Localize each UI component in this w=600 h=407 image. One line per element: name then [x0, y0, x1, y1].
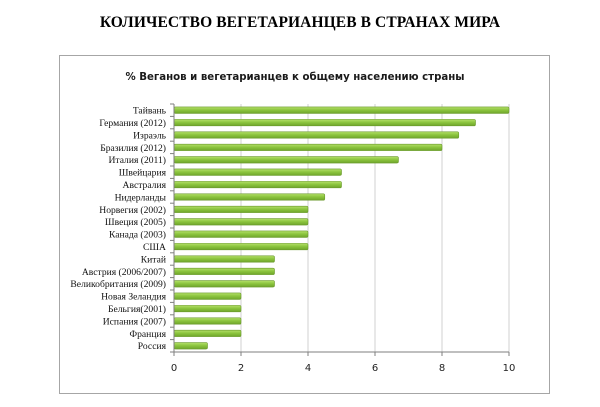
category-label: Бразилия (2012)	[100, 143, 166, 154]
category-label: Испания (2007)	[103, 316, 166, 327]
category-label: Нидерланды	[115, 192, 167, 203]
category-label: Бельгия(2001)	[108, 304, 166, 315]
category-label: Франция	[130, 329, 167, 340]
bar	[173, 143, 443, 151]
bar	[173, 230, 309, 238]
bar	[173, 280, 275, 288]
bar	[173, 181, 342, 189]
bar	[173, 255, 275, 263]
bar	[173, 243, 309, 251]
axes	[170, 103, 510, 356]
category-label: Китай	[141, 254, 166, 265]
category-label: Австрия (2006/2007)	[82, 267, 166, 278]
bar	[173, 205, 309, 213]
category-label: Великобритания (2009)	[70, 279, 166, 290]
bar	[173, 131, 460, 139]
category-label: Новая Зеландия	[101, 292, 166, 303]
bar	[173, 305, 242, 313]
x-tick-label: 4	[305, 363, 311, 374]
gridlines	[240, 104, 510, 352]
category-label: Норвегия (2002)	[99, 205, 166, 216]
category-label: Германия (2012)	[99, 118, 166, 129]
category-label: Израэль	[133, 130, 167, 141]
bars	[173, 106, 510, 350]
x-tick-label: 6	[372, 363, 378, 374]
category-label: Россия	[138, 341, 167, 352]
x-tick-label: 2	[238, 363, 244, 374]
bar	[173, 106, 510, 114]
bar	[173, 156, 399, 164]
bar	[173, 342, 208, 350]
category-label: Австралия	[123, 180, 167, 191]
bar	[173, 292, 242, 300]
x-tick-label: 0	[171, 363, 177, 374]
category-label: Канада (2003)	[109, 230, 166, 241]
bar	[173, 193, 326, 201]
bar	[173, 218, 309, 226]
x-tick-labels: 0 2 4 6 8 10	[171, 363, 516, 374]
bar	[173, 267, 275, 275]
category-label: США	[143, 242, 166, 253]
category-label: Швеция (2005)	[105, 217, 166, 228]
bar	[173, 168, 342, 176]
chart-title: % Веганов и вегетарианцев к общему насел…	[126, 71, 465, 83]
page-title: КОЛИЧЕСТВО ВЕГЕТАРИАНЦЕВ В СТРАНАХ МИРА	[99, 14, 501, 31]
bar	[173, 317, 242, 325]
bar	[173, 119, 476, 127]
x-tick-label: 8	[439, 363, 445, 374]
category-label: Тайвань	[133, 106, 167, 117]
x-tick-label: 10	[503, 363, 516, 374]
category-label: Италия (2011)	[108, 155, 166, 166]
category-label: Швейцария	[119, 168, 167, 179]
bar	[173, 329, 242, 337]
